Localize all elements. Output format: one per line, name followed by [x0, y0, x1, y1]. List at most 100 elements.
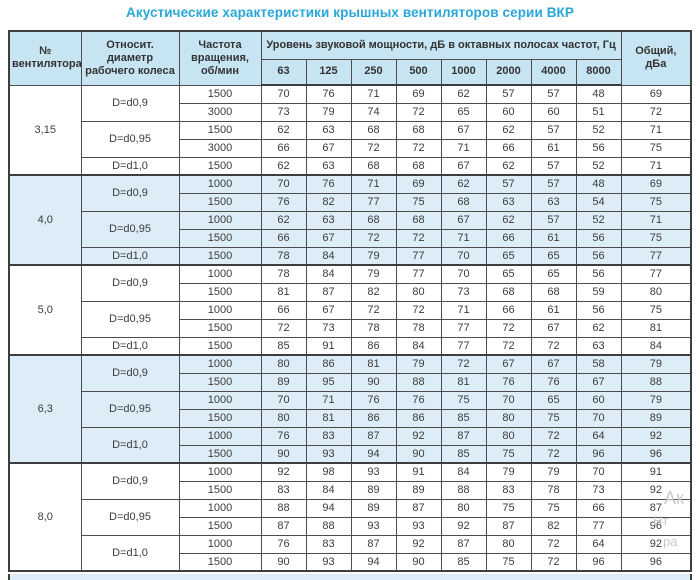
spl-value-cell: 62	[485, 210, 532, 230]
speed-cell: 1000	[178, 174, 262, 194]
speed-cell: 1000	[178, 264, 262, 284]
spl-value-cell: 92	[395, 426, 442, 446]
spl-value-cell: 72	[395, 102, 442, 122]
speed-cell: 1000	[178, 210, 262, 230]
total-cell: 75	[620, 228, 692, 248]
col-header-spl-group: Уровень звуковой мощности, дБ в октавных…	[260, 30, 622, 60]
diameter-cell: D=d1,0	[80, 336, 180, 356]
speed-cell: 1500	[178, 156, 262, 176]
table-row: 1500 72 73 78 78 77 72 67 62 81	[9, 318, 692, 338]
spl-value-cell: 72	[485, 318, 532, 338]
spl-value-cell: 71	[305, 390, 352, 410]
col-header-freq: 500	[395, 58, 442, 86]
spl-value-cell: 48	[575, 84, 622, 104]
spl-value-cell: 94	[350, 444, 397, 464]
spl-value-cell: 79	[395, 354, 442, 374]
spl-value-cell: 57	[530, 156, 577, 176]
spl-value-cell: 93	[395, 516, 442, 536]
spl-value-cell: 67	[575, 372, 622, 392]
table-row: 1500 87 88 93 93 92 87 82 77 96	[9, 516, 692, 536]
total-cell: 92	[620, 426, 692, 446]
total-cell: 96	[620, 444, 692, 464]
total-cell: 71	[620, 210, 692, 230]
spl-value-cell: 88	[305, 516, 352, 536]
spl-value-cell: 68	[530, 282, 577, 302]
spl-value-cell: 59	[575, 282, 622, 302]
spl-value-cell: 63	[305, 210, 352, 230]
spl-value-cell: 72	[530, 444, 577, 464]
spl-value-cell: 71	[350, 84, 397, 104]
speed-cell: 1500	[178, 336, 262, 356]
spl-value-cell: 76	[530, 372, 577, 392]
spl-value-cell: 70	[260, 84, 307, 104]
spl-value-cell: 51	[575, 102, 622, 122]
speed-cell: 1500	[178, 480, 262, 500]
spl-value-cell: 90	[260, 552, 307, 572]
table-row: 1500 90 93 94 90 85 75 72 96 96	[9, 444, 692, 464]
spl-value-cell: 68	[395, 156, 442, 176]
spl-value-cell: 72	[530, 336, 577, 356]
speed-cell: 3000	[178, 138, 262, 158]
spl-value-cell: 56	[575, 246, 622, 266]
spl-value-cell: 87	[485, 516, 532, 536]
spl-value-cell: 76	[305, 84, 352, 104]
spl-value-cell: 76	[395, 390, 442, 410]
table-row: 1500 66 67 72 72 71 66 61 56 75	[9, 228, 692, 248]
spl-value-cell: 78	[260, 246, 307, 266]
total-cell: 75	[620, 300, 692, 320]
speed-cell: 1500	[178, 516, 262, 536]
spl-value-cell: 86	[350, 408, 397, 428]
spl-value-cell: 67	[440, 120, 487, 140]
total-cell: 96	[620, 552, 692, 572]
fan-number-cell: 5,0	[8, 264, 82, 356]
spl-value-cell: 83	[305, 426, 352, 446]
spl-value-cell: 88	[260, 498, 307, 518]
spl-value-cell: 57	[530, 174, 577, 194]
spl-value-cell: 80	[395, 282, 442, 302]
speed-cell: 1500	[178, 228, 262, 248]
spl-value-cell: 72	[395, 228, 442, 248]
spl-value-cell: 80	[485, 534, 532, 554]
total-cell: 75	[620, 138, 692, 158]
spl-value-cell: 80	[440, 498, 487, 518]
table-row: 3,15 D=d0,9 1500 70 76 71 69 62 57 57 48 69	[8, 84, 692, 176]
spl-value-cell: 72	[395, 300, 442, 320]
spl-value-cell: 66	[260, 138, 307, 158]
next-section-cutoff-strip	[8, 574, 692, 580]
spl-value-cell: 88	[440, 480, 487, 500]
spl-value-cell: 72	[350, 300, 397, 320]
spl-value-cell: 52	[575, 120, 622, 140]
spl-value-cell: 65	[440, 102, 487, 122]
speed-cell: 1000	[178, 426, 262, 446]
spl-value-cell: 80	[485, 426, 532, 446]
diameter-cell: D=d0,9	[80, 462, 180, 500]
speed-cell: 1000	[178, 534, 262, 554]
table-row: 1500 76 82 77 75 68 63 63 54 75	[9, 192, 692, 212]
spl-value-cell: 80	[260, 408, 307, 428]
table-row: D=d1,0 1500 85 91 86 84 77 72 72 63 84	[9, 336, 692, 356]
spl-value-cell: 75	[530, 408, 577, 428]
total-cell: 92	[620, 534, 692, 554]
col-header-freq: 1000	[440, 58, 487, 86]
spl-value-cell: 87	[260, 516, 307, 536]
spl-value-cell: 73	[305, 318, 352, 338]
total-cell: 69	[620, 174, 692, 194]
table-body: 3,15 D=d0,9 1500 70 76 71 69 62 57 57 48 69 3000 73 79…	[8, 84, 692, 572]
spl-value-cell: 57	[485, 174, 532, 194]
total-cell: 89	[620, 408, 692, 428]
spl-value-cell: 62	[485, 120, 532, 140]
spl-value-cell: 72	[350, 138, 397, 158]
total-cell: 79	[620, 354, 692, 374]
spl-value-cell: 67	[530, 354, 577, 374]
watermark-fragment: ра	[663, 534, 678, 549]
spl-value-cell: 84	[395, 336, 442, 356]
spl-value-cell: 96	[575, 444, 622, 464]
diameter-cell: D=d0,95	[80, 120, 180, 158]
speed-cell: 1500	[178, 246, 262, 266]
spl-value-cell: 78	[350, 318, 397, 338]
spl-value-cell: 89	[260, 372, 307, 392]
spl-value-cell: 63	[305, 120, 352, 140]
spl-value-cell: 63	[575, 336, 622, 356]
spl-value-cell: 72	[530, 552, 577, 572]
spl-value-cell: 88	[395, 372, 442, 392]
